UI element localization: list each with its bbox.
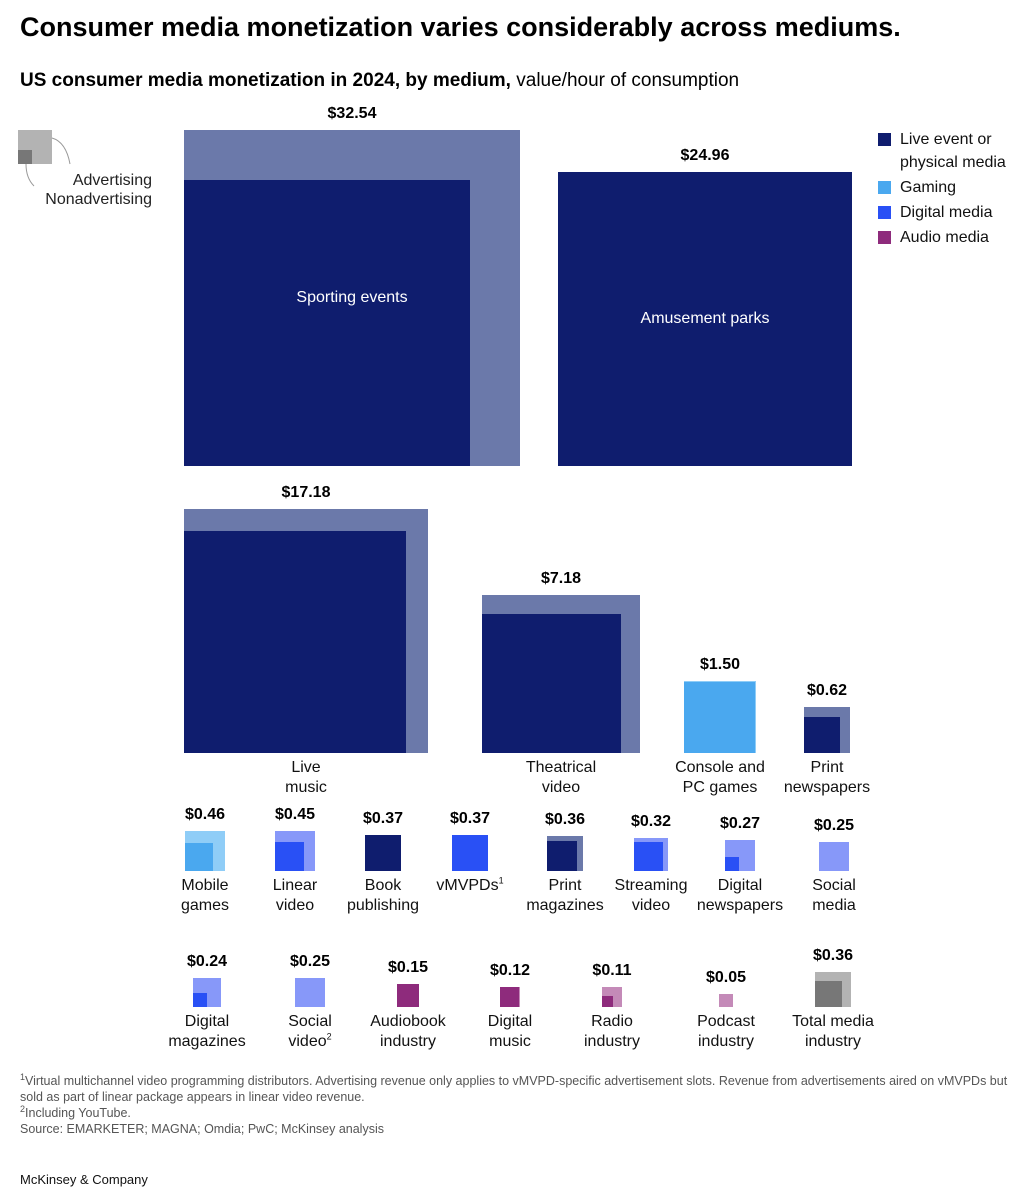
category-label-print-newspapers: Print newspapers <box>783 759 871 796</box>
category-label-console-and-pc-games: Console and PC games <box>675 759 765 796</box>
legend-label: Digital media <box>900 204 993 221</box>
value-label-vmvpds: $0.37 <box>449 810 491 828</box>
source-note: Source: EMARKETER; MAGNA; Omdia; PwC; Mc… <box>20 1122 384 1136</box>
square-nonadvertising-total-media-industry <box>815 980 842 1007</box>
square-total-vmvpds <box>452 835 488 871</box>
legend-item-1: Live event or physical media <box>878 128 1028 174</box>
value-label-console-and-pc-games: $1.50 <box>699 655 741 673</box>
value-label-radio-industry: $0.11 <box>592 962 632 980</box>
square-nonadvertising-digital-music <box>499 987 520 1007</box>
legend: Live event or physical media Gaming Digita… <box>878 128 1028 251</box>
key-nonadvertising-label: Nonadvertising <box>45 191 152 208</box>
value-label-live-music: $17.18 <box>281 483 331 501</box>
square-total-book-publishing <box>365 835 401 871</box>
square-nonadvertising-streaming-video <box>634 842 664 871</box>
value-label-streaming-video: $0.32 <box>630 812 672 830</box>
chart-area: $32.54 Sporting events $24.96 Amusement par… <box>168 105 874 1050</box>
value-label-linear-video: $0.45 <box>274 806 316 824</box>
value-label-total-media-industry: $0.36 <box>812 946 854 964</box>
value-label-digital-newspapers: $0.27 <box>719 815 761 833</box>
legend-swatch <box>878 181 891 194</box>
value-label-sporting-events: $32.54 <box>327 105 377 122</box>
legend-label: Live event or physical media <box>900 131 1006 171</box>
legend-swatch <box>878 206 891 219</box>
square-nonadvertising-radio-industry <box>602 995 614 1007</box>
category-label-digital-magazines: Digital magazines <box>168 1013 246 1050</box>
square-nonadvertising-live-music <box>183 531 406 753</box>
category-label-book-publishing: Book publishing <box>346 877 420 914</box>
value-label-audiobook-industry: $0.15 <box>387 959 429 977</box>
key-leader-lines <box>25 137 71 187</box>
value-label-digital-music: $0.12 <box>489 961 531 979</box>
chart-title: Consumer media monetization varies consi… <box>20 12 901 42</box>
legend-label: Gaming <box>900 179 957 196</box>
value-label-digital-magazines: $0.24 <box>186 953 228 971</box>
value-label-theatrical-video: $7.18 <box>540 570 582 588</box>
category-label-vmvpds: vMVPDs1 <box>436 875 504 894</box>
square-nonadvertising-digital-newspapers <box>724 856 740 871</box>
category-label-podcast-industry: Podcast industry <box>697 1013 755 1050</box>
square-nonadvertising-sporting-events <box>184 180 470 466</box>
value-label-social-media: $0.25 <box>813 816 855 834</box>
key-nonadvertising-square <box>18 150 32 164</box>
square-total-social-video <box>295 977 325 1007</box>
footnote-2: 2Including YouTube. <box>20 1103 131 1120</box>
category-label-amusement-parks: Amusement parks <box>640 309 770 327</box>
key-advertising-label: Advertising <box>72 172 152 189</box>
square-nonadvertising-digital-magazines <box>192 992 207 1007</box>
category-label-digital-newspapers: Digital newspapers <box>696 877 784 914</box>
square-nonadvertising-print-newspapers <box>803 716 841 753</box>
legend-swatch <box>878 231 891 244</box>
footnote-1: 1Virtual multichannel video programming … <box>20 1071 1008 1104</box>
legend-label: Audio media <box>900 229 989 246</box>
category-label-social-media: Social media <box>812 877 856 914</box>
subtitle-bold: US consumer media monetization in 2024, … <box>20 70 511 91</box>
square-total-audiobook-industry <box>396 984 420 1007</box>
category-label-digital-music: Digital music <box>487 1013 533 1050</box>
category-label-live-music: Live music <box>285 759 327 796</box>
square-total-social-media <box>819 841 849 871</box>
value-label-book-publishing: $0.37 <box>362 810 404 828</box>
chart-subtitle: US consumer media monetization in 2024, … <box>20 70 739 92</box>
value-label-podcast-industry: $0.05 <box>705 968 747 986</box>
value-label-mobile-games: $0.46 <box>184 806 226 824</box>
square-nonadvertising-console-and-pc-games <box>683 681 756 753</box>
square-nonadvertising-linear-video <box>275 842 305 871</box>
category-label-linear-video: Linear video <box>272 877 318 914</box>
category-label-mobile-games: Mobile games <box>180 877 230 914</box>
category-label-theatrical-video: Theatrical video <box>525 759 597 796</box>
category-label-social-video: Social video2 <box>288 1013 332 1050</box>
category-label-sporting-events: Sporting events <box>296 289 408 306</box>
footnotes: 1Virtual multichannel video programming … <box>20 1071 1010 1137</box>
square-total-podcast-industry <box>719 993 733 1007</box>
square-nonadvertising-theatrical-video <box>482 613 622 753</box>
category-label-audiobook-industry: Audiobook industry <box>370 1013 446 1050</box>
value-label-social-video: $0.25 <box>289 952 331 970</box>
brand-logo-text: McKinsey & Company <box>20 1172 148 1187</box>
subtitle-unit: value/hour of consumption <box>516 70 740 91</box>
square-nonadvertising-mobile-games <box>185 842 214 871</box>
value-label-amusement-parks: $24.96 <box>680 146 730 164</box>
category-label-print-magazines: Print magazines <box>526 877 604 914</box>
legend-swatch <box>878 133 891 146</box>
category-label-radio-industry: Radio industry <box>583 1013 641 1050</box>
category-label-streaming-video: Streaming video <box>614 877 688 914</box>
legend-item-2: Gaming <box>878 176 1028 199</box>
category-label-total-media-industry: Total media industry <box>792 1013 874 1050</box>
value-label-print-newspapers: $0.62 <box>806 681 848 699</box>
square-total-amusement-parks <box>557 171 853 466</box>
legend-item-4: Audio media <box>878 226 1028 249</box>
square-nonadvertising-print-magazines <box>547 840 578 871</box>
legend-item-3: Digital media <box>878 201 1028 224</box>
size-key: Advertising Nonadvertising <box>18 128 178 218</box>
value-label-print-magazines: $0.36 <box>544 810 586 828</box>
